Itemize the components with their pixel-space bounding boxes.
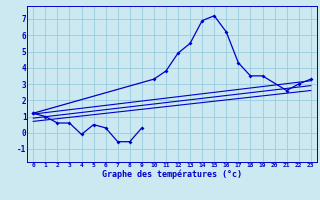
X-axis label: Graphe des températures (°c): Graphe des températures (°c)	[102, 169, 242, 179]
